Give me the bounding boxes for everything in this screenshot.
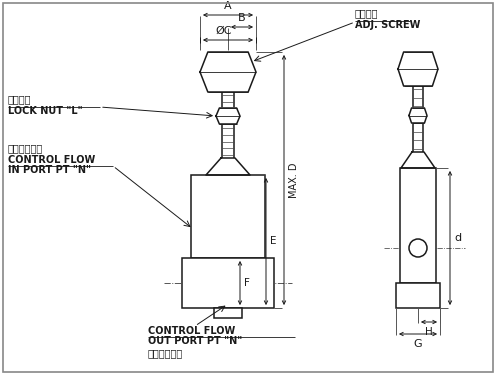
Bar <box>182 258 274 308</box>
Text: CONTROL FLOW: CONTROL FLOW <box>8 155 95 165</box>
Bar <box>191 175 265 258</box>
Bar <box>400 168 436 283</box>
Bar <box>214 308 242 318</box>
Text: A: A <box>224 1 232 11</box>
Text: d: d <box>454 233 461 243</box>
Text: 固定螺帽: 固定螺帽 <box>8 94 32 104</box>
Text: 控制油流出口: 控制油流出口 <box>148 348 183 358</box>
Text: G: G <box>414 339 422 349</box>
Polygon shape <box>401 152 435 168</box>
Text: E: E <box>270 237 276 246</box>
Polygon shape <box>409 108 427 123</box>
Text: OUT PORT PT "N": OUT PORT PT "N" <box>148 336 242 346</box>
Text: IN PORT PT "N": IN PORT PT "N" <box>8 165 91 175</box>
Polygon shape <box>398 52 438 86</box>
Text: B: B <box>238 13 246 23</box>
Polygon shape <box>200 52 256 92</box>
Text: 控制油流入口: 控制油流入口 <box>8 143 43 153</box>
Polygon shape <box>206 158 250 175</box>
Text: CONTROL FLOW: CONTROL FLOW <box>148 326 235 336</box>
Bar <box>396 283 440 308</box>
Text: ADJ. SCREW: ADJ. SCREW <box>355 20 421 30</box>
Text: ØC: ØC <box>216 26 232 36</box>
Text: H: H <box>425 327 433 337</box>
Text: MAX. D: MAX. D <box>289 162 299 198</box>
Text: LOCK NUT "L": LOCK NUT "L" <box>8 106 83 116</box>
Polygon shape <box>216 108 240 124</box>
Text: 調節螺絲: 調節螺絲 <box>355 8 378 18</box>
Text: F: F <box>244 278 250 288</box>
